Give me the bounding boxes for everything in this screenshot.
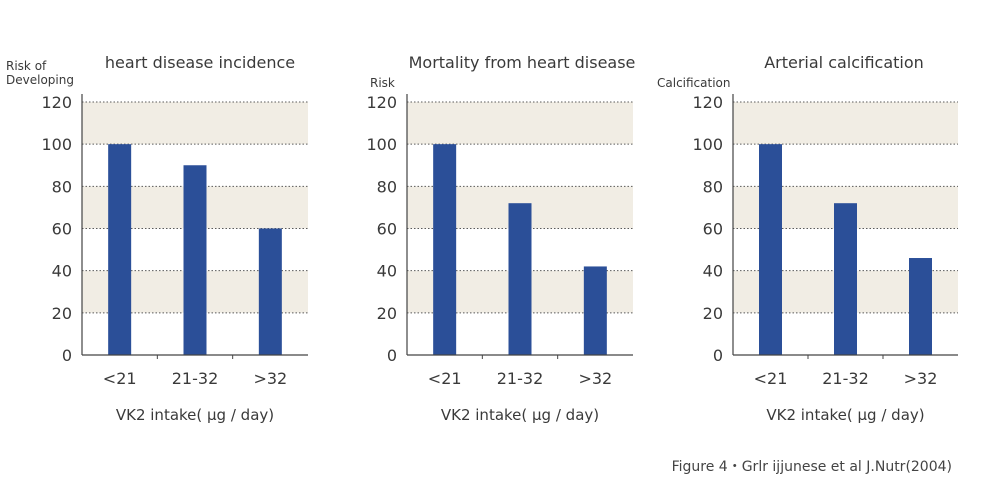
category-label: >32	[253, 369, 287, 388]
y-axis-label: Risk	[370, 76, 395, 90]
y-axis-label-line: Risk of	[6, 59, 47, 73]
bar	[183, 165, 207, 355]
category-label: 21-32	[497, 369, 544, 388]
bar	[759, 144, 782, 355]
y-axis-label: Calcification	[657, 76, 731, 90]
category-label: >32	[904, 369, 938, 388]
y-axis-label: Risk of Developing	[6, 59, 74, 87]
y-axis-label-line: Risk	[370, 76, 395, 90]
y-tick-label: 60	[52, 220, 72, 239]
category-label: <21	[428, 369, 462, 388]
y-tick-label: 100	[41, 135, 72, 154]
bar	[108, 144, 132, 355]
y-axis-label-line: Calcification	[657, 76, 731, 90]
y-tick-label: 20	[377, 304, 397, 323]
y-tick-label: 80	[377, 177, 397, 196]
category-label: <21	[103, 369, 137, 388]
y-tick-label: 100	[366, 135, 397, 154]
bar	[909, 258, 932, 355]
bar	[258, 228, 282, 355]
y-tick-label: 20	[703, 304, 723, 323]
grid-band	[82, 102, 308, 145]
y-tick-label: 0	[713, 346, 723, 365]
chart-title: Arterial calcification	[764, 53, 924, 72]
y-tick-label: 120	[692, 93, 723, 112]
y-tick-label: 80	[52, 177, 72, 196]
category-label: 21-32	[822, 369, 869, 388]
y-tick-label: 60	[703, 220, 723, 239]
bar	[834, 203, 857, 355]
bar	[508, 203, 532, 355]
x-axis-label: VK2 intake( μg / day)	[441, 406, 599, 424]
y-tick-label: 40	[52, 262, 72, 281]
bar	[583, 266, 607, 355]
bar	[433, 144, 457, 355]
y-tick-label: 100	[692, 135, 723, 154]
y-tick-label: 0	[62, 346, 72, 365]
category-label: >32	[578, 369, 612, 388]
grid-band	[407, 102, 633, 145]
y-axis-label-line: Developing	[6, 73, 74, 87]
category-label: <21	[754, 369, 788, 388]
y-tick-label: 60	[377, 220, 397, 239]
chart-title: Mortality from heart disease	[409, 53, 636, 72]
y-tick-label: 20	[52, 304, 72, 323]
y-tick-label: 0	[387, 346, 397, 365]
chart-title: heart disease incidence	[105, 53, 295, 72]
y-tick-label: 80	[703, 177, 723, 196]
y-tick-label: 40	[703, 262, 723, 281]
x-axis-label: VK2 intake( μg / day)	[116, 406, 274, 424]
grid-band	[733, 102, 958, 145]
category-label: 21-32	[172, 369, 219, 388]
x-axis-label: VK2 intake( μg / day)	[766, 406, 924, 424]
figure-caption: Figure 4・Grlr ijjunese et al J.Nutr(2004…	[671, 459, 952, 475]
y-tick-label: 120	[41, 93, 72, 112]
y-tick-label: 120	[366, 93, 397, 112]
y-tick-label: 40	[377, 262, 397, 281]
